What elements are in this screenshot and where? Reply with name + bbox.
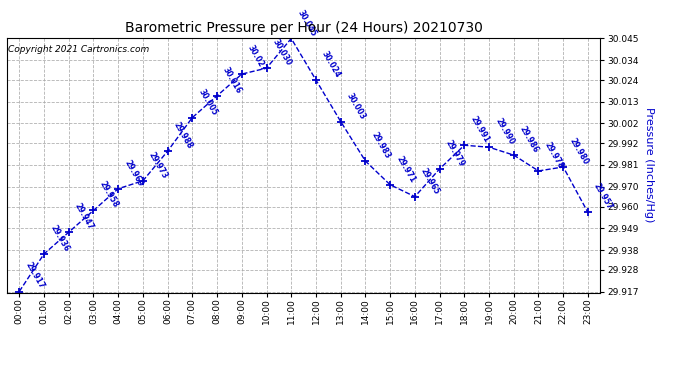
Text: 30.030: 30.030 <box>270 38 293 68</box>
Text: 29.947: 29.947 <box>73 202 95 231</box>
Text: 29.980: 29.980 <box>567 136 590 166</box>
Text: 29.990: 29.990 <box>493 117 515 146</box>
Text: 29.917: 29.917 <box>23 261 46 291</box>
Text: 29.983: 29.983 <box>370 130 392 160</box>
Text: 29.978: 29.978 <box>542 140 565 170</box>
Text: 29.973: 29.973 <box>147 150 170 180</box>
Y-axis label: Pressure (Inches/Hg): Pressure (Inches/Hg) <box>644 107 654 223</box>
Text: 30.027: 30.027 <box>246 44 268 73</box>
Text: 29.965: 29.965 <box>419 166 442 196</box>
Title: Barometric Pressure per Hour (24 Hours) 20210730: Barometric Pressure per Hour (24 Hours) … <box>125 21 482 35</box>
Text: 29.936: 29.936 <box>48 224 70 253</box>
Text: 30.003: 30.003 <box>345 91 367 121</box>
Text: 29.986: 29.986 <box>518 124 540 154</box>
Text: 29.971: 29.971 <box>394 154 417 184</box>
Text: 29.957: 29.957 <box>592 182 615 212</box>
Text: Copyright 2021 Cartronics.com: Copyright 2021 Cartronics.com <box>8 45 149 54</box>
Text: 29.969: 29.969 <box>122 158 145 188</box>
Text: 30.005: 30.005 <box>197 87 219 117</box>
Text: 29.979: 29.979 <box>444 138 466 168</box>
Text: 29.958: 29.958 <box>97 180 120 210</box>
Text: 29.991: 29.991 <box>469 115 491 144</box>
Text: 30.045: 30.045 <box>295 8 317 38</box>
Text: 30.024: 30.024 <box>320 50 342 79</box>
Text: 29.988: 29.988 <box>172 120 195 150</box>
Text: 30.016: 30.016 <box>221 65 244 95</box>
